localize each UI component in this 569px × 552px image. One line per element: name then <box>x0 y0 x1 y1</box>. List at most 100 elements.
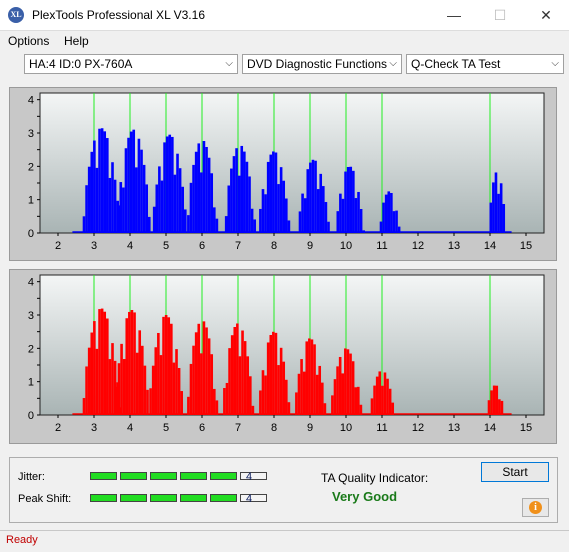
jitter-chart-frame: 4 3 2 1 0 2 3 4 5 6 7 8 9 10 11 12 13 14 15 <box>9 87 557 261</box>
histogram-bar <box>357 191 360 233</box>
histogram-bar <box>352 170 355 233</box>
x-tick-label: 9 <box>307 240 313 252</box>
histogram-bar <box>359 404 363 415</box>
test-select[interactable]: Q-Check TA Test ⌵ <box>406 54 564 74</box>
histogram-bar <box>137 138 141 233</box>
close-button[interactable]: ✕ <box>540 7 552 23</box>
menu-options[interactable]: Options <box>8 34 50 48</box>
window-title: PlexTools Professional XL V3.16 <box>32 8 205 22</box>
histogram-bar <box>87 347 91 415</box>
histogram-bar <box>213 207 216 233</box>
histogram-bar <box>391 402 395 415</box>
histogram-bar <box>341 198 345 233</box>
meter-segment <box>180 472 207 480</box>
histogram-bar <box>90 332 94 415</box>
histogram-bar <box>200 353 203 415</box>
histogram-bar <box>333 379 337 415</box>
histogram-bar <box>100 308 104 415</box>
histogram-bar <box>98 128 101 233</box>
histogram-bar <box>146 389 149 415</box>
histogram-bar <box>279 347 283 415</box>
histogram-bar <box>98 309 101 415</box>
histogram-bar <box>489 202 493 233</box>
y-tick-label: 0 <box>28 410 34 422</box>
x-tick-label: 2 <box>55 240 61 252</box>
histogram-bar <box>264 375 267 415</box>
x-tick-label: 15 <box>520 422 532 434</box>
histogram-bar <box>189 182 193 233</box>
histogram-bar <box>141 345 144 415</box>
histogram-bar <box>315 374 319 415</box>
histogram-bar <box>322 186 325 233</box>
histogram-bar <box>249 376 252 415</box>
histogram-bar <box>224 216 228 233</box>
histogram-bar <box>327 221 330 233</box>
histogram-bar <box>240 145 244 233</box>
histogram-bar <box>487 400 491 415</box>
histogram-bar <box>318 365 322 415</box>
y-tick-label: 3 <box>28 310 34 322</box>
histogram-bar <box>113 179 117 233</box>
histogram-bar <box>351 361 355 415</box>
histogram-bar <box>177 367 181 415</box>
info-button[interactable]: i <box>522 498 549 517</box>
histogram-bar <box>119 182 123 233</box>
function-select[interactable]: DVD Diagnostic Functions ⌵ <box>242 54 402 74</box>
menu-help[interactable]: Help <box>64 34 89 48</box>
histogram-bar <box>346 349 350 415</box>
histogram-bar <box>93 321 96 415</box>
histogram-bar <box>132 129 136 233</box>
status-text: Ready <box>6 534 38 546</box>
histogram-bar <box>386 378 389 415</box>
histogram-bar <box>282 180 286 233</box>
histogram-bar <box>157 332 160 415</box>
histogram-bar <box>305 341 309 415</box>
histogram-bar <box>243 151 246 233</box>
histogram-bar <box>392 211 396 233</box>
histogram-bar <box>122 187 125 233</box>
histogram-bar <box>227 185 231 233</box>
histogram-bar <box>321 382 324 415</box>
minimize-button[interactable]: — <box>447 7 461 23</box>
histogram-bar <box>390 193 393 233</box>
status-bar: Ready <box>0 530 569 552</box>
histogram-bar <box>341 373 345 415</box>
histogram-bar <box>130 310 134 415</box>
histogram-bar <box>228 348 231 415</box>
histogram-bar <box>490 390 493 415</box>
histogram-bar <box>230 168 233 233</box>
histogram-bar <box>301 193 304 233</box>
results-panel <box>9 457 558 523</box>
histogram-bar <box>269 335 273 415</box>
peak-shift-value: 4 <box>246 493 253 505</box>
histogram-bar <box>379 221 383 233</box>
y-tick-label: 4 <box>28 95 34 107</box>
histogram-bar <box>154 347 158 415</box>
histogram-bar <box>135 352 139 415</box>
histogram-bar <box>246 356 250 415</box>
peak-shift-label: Peak Shift: <box>18 493 72 505</box>
histogram-bar <box>108 177 112 233</box>
histogram-bar <box>285 198 288 233</box>
y-tick-label: 1 <box>28 195 34 207</box>
drive-select-value: HA:4 ID:0 PX-760A <box>29 57 133 71</box>
histogram-bar <box>192 345 195 415</box>
histogram-bar <box>187 215 190 233</box>
histogram-bar <box>111 162 114 233</box>
start-button[interactable]: Start <box>481 462 549 482</box>
maximize-button[interactable]: ☐ <box>493 7 507 23</box>
x-tick-label: 2 <box>55 422 61 434</box>
histogram-bar <box>163 142 166 233</box>
histogram-bar <box>500 400 504 415</box>
histogram-bar <box>159 355 163 415</box>
histogram-bar <box>319 173 323 233</box>
x-tick-label: 10 <box>340 240 352 252</box>
histogram-bar <box>375 376 379 415</box>
histogram-bar <box>133 312 136 415</box>
histogram-bar <box>261 370 265 415</box>
histogram-bar <box>248 176 251 233</box>
histogram-bar <box>259 208 262 233</box>
drive-select[interactable]: HA:4 ID:0 PX-760A ⌵ <box>24 54 238 74</box>
histogram-bar <box>499 183 503 233</box>
